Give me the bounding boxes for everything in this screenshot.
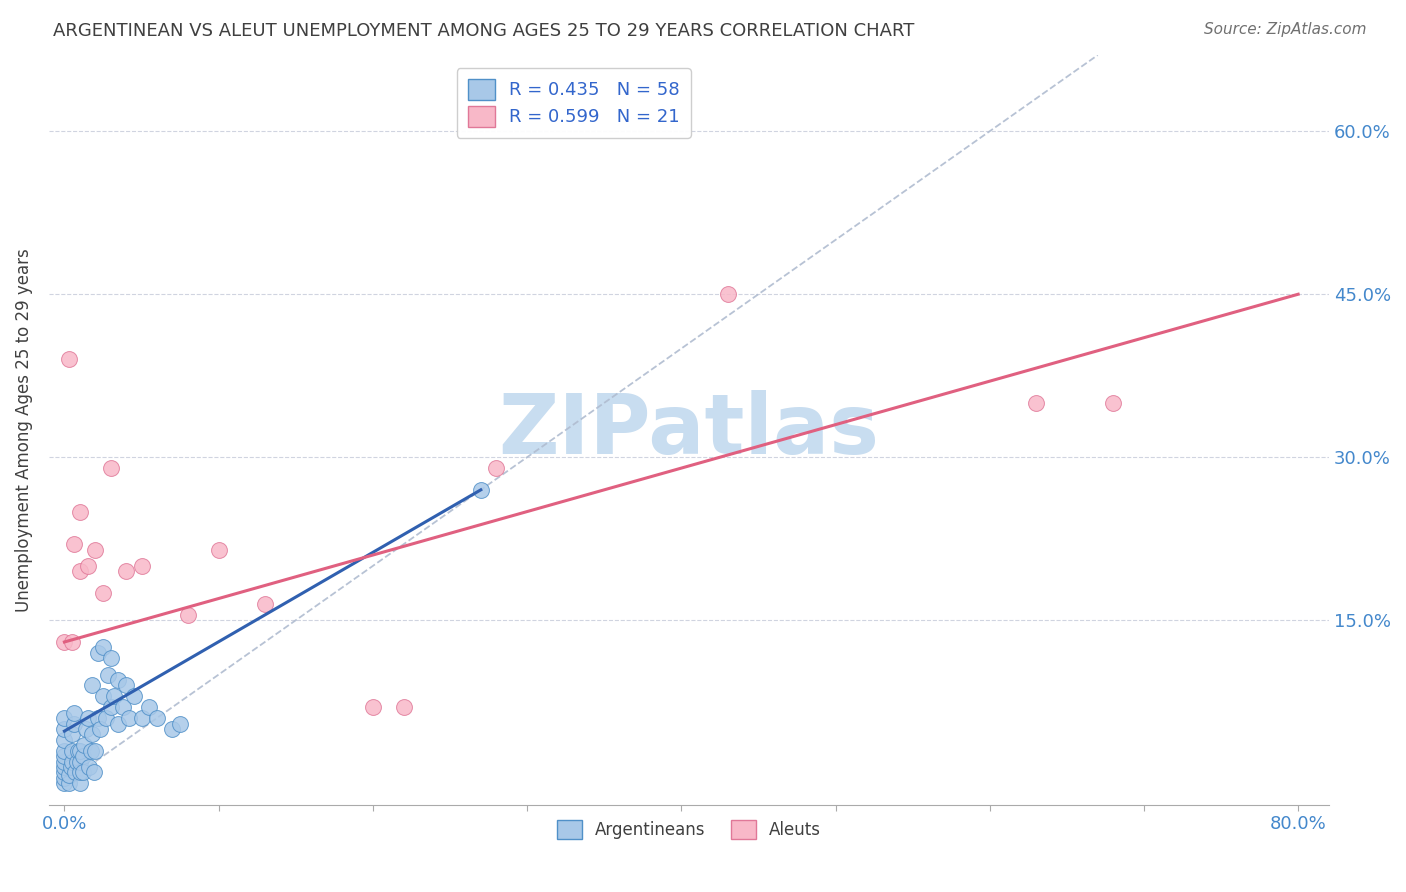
Point: [69, 505, 91, 519]
Point: [69, 765, 91, 780]
Point: [62, 706, 84, 720]
Point: [69, 776, 91, 790]
Point: [62, 716, 84, 731]
Point: [76, 558, 98, 573]
Point: [72, 749, 94, 764]
Point: [69, 755, 91, 769]
Point: [87, 646, 110, 660]
Point: [115, 565, 138, 579]
Point: [60, 755, 83, 769]
Point: [77, 760, 100, 774]
Point: [87, 711, 110, 725]
Point: [82, 727, 104, 741]
Point: [53, 755, 76, 769]
Point: [83, 765, 105, 780]
Y-axis label: Unemployment Among Ages 25 to 29 years: Unemployment Among Ages 25 to 29 years: [15, 248, 32, 612]
Point: [76, 711, 98, 725]
Point: [69, 744, 91, 758]
Point: [118, 711, 141, 725]
Point: [111, 700, 134, 714]
Text: ZIPatlas: ZIPatlas: [499, 390, 880, 471]
Point: [84, 744, 107, 758]
Point: [62, 537, 84, 551]
Point: [59, 760, 82, 774]
Point: [67, 744, 90, 758]
Point: [58, 776, 80, 790]
Point: [103, 690, 125, 704]
Point: [131, 711, 153, 725]
Point: [485, 461, 508, 475]
Point: [253, 597, 276, 611]
Text: ARGENTINEAN VS ALEUT UNEMPLOYMENT AMONG AGES 25 TO 29 YEARS CORRELATION CHART: ARGENTINEAN VS ALEUT UNEMPLOYMENT AMONG …: [53, 22, 915, 40]
Point: [361, 700, 384, 714]
Point: [53, 776, 76, 790]
Point: [63, 765, 86, 780]
Point: [53, 744, 76, 758]
Point: [58, 767, 80, 781]
Point: [53, 732, 76, 747]
Point: [94, 711, 117, 725]
Point: [69, 565, 91, 579]
Point: [60, 635, 83, 649]
Point: [107, 673, 129, 687]
Point: [470, 483, 492, 497]
Point: [84, 542, 107, 557]
Point: [207, 542, 229, 557]
Point: [73, 738, 96, 752]
Point: [1025, 396, 1047, 410]
Point: [75, 722, 97, 736]
Point: [146, 711, 169, 725]
Point: [79, 744, 101, 758]
Point: [72, 765, 94, 780]
Point: [1102, 396, 1125, 410]
Point: [82, 678, 104, 692]
Point: [58, 352, 80, 367]
Point: [53, 749, 76, 764]
Point: [716, 287, 738, 301]
Point: [60, 744, 83, 758]
Point: [53, 635, 76, 649]
Point: [91, 690, 114, 704]
Point: [392, 700, 415, 714]
Point: [53, 722, 76, 736]
Point: [107, 716, 129, 731]
Point: [131, 558, 153, 573]
Point: [53, 771, 76, 785]
Point: [177, 607, 200, 622]
Point: [60, 727, 83, 741]
Point: [162, 722, 184, 736]
Point: [122, 690, 145, 704]
Point: [53, 765, 76, 780]
Text: Source: ZipAtlas.com: Source: ZipAtlas.com: [1204, 22, 1367, 37]
Point: [169, 716, 191, 731]
Point: [66, 755, 89, 769]
Point: [100, 700, 122, 714]
Point: [91, 640, 114, 655]
Point: [97, 667, 120, 681]
Point: [91, 586, 114, 600]
Point: [53, 760, 76, 774]
Legend: Argentineans, Aleuts: Argentineans, Aleuts: [550, 813, 828, 846]
Point: [89, 722, 111, 736]
Point: [100, 461, 122, 475]
Point: [138, 700, 160, 714]
Point: [53, 711, 76, 725]
Point: [100, 651, 122, 665]
Point: [115, 678, 138, 692]
